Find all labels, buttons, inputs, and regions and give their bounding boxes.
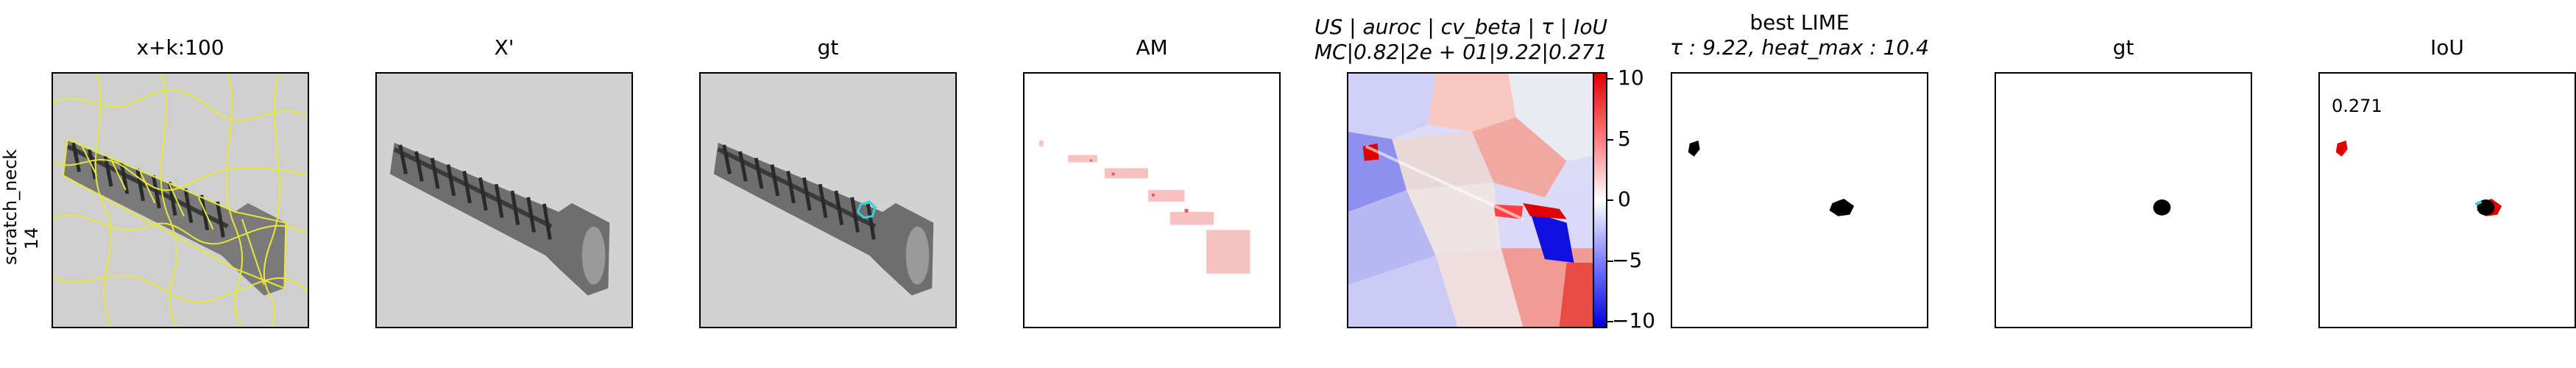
panel-title-7: gt bbox=[2112, 35, 2134, 60]
row-label-index: 14 bbox=[21, 227, 42, 250]
panel-title-2: X' bbox=[494, 35, 514, 60]
colorbar-tick-5: 5 bbox=[1618, 127, 1631, 151]
panel-title-1: x+k:100 bbox=[136, 35, 224, 60]
colorbar-tick-0: 0 bbox=[1618, 187, 1631, 211]
panel-title-6-line1: best LIME bbox=[1749, 10, 1850, 35]
panel-title-5-line2: MC|0.82|2e + 01|9.22|0.271 bbox=[1314, 40, 1608, 64]
panel-title-6-line2: τ : 9.22, heat_max : 10.4 bbox=[1670, 35, 1929, 60]
panel-gt-mask bbox=[1995, 72, 2252, 328]
panel-image-grayscale bbox=[375, 72, 633, 328]
panel-best-lime-mask bbox=[1671, 72, 1928, 328]
iou-value-label: 0.271 bbox=[2332, 96, 2382, 116]
superpixel-contours bbox=[53, 74, 308, 327]
colorbar-tick-mark bbox=[1607, 261, 1613, 262]
panel-title-4: AM bbox=[1136, 35, 1168, 60]
panel-ground-truth bbox=[699, 72, 957, 328]
panel-title-5-line1: US | auroc | cv_beta | τ | IoU bbox=[1314, 15, 1607, 39]
colorbar-tick-mark bbox=[1607, 139, 1613, 141]
panel-title-3: gt bbox=[817, 35, 839, 60]
row-label: scratch_neck 14 bbox=[0, 149, 43, 265]
colorbar-tick-10: 10 bbox=[1618, 66, 1644, 90]
colorbar-tick-neg5: −5 bbox=[1612, 248, 1643, 272]
panel-lime-heatmap bbox=[1347, 72, 1604, 328]
colorbar-tick-mark bbox=[1607, 78, 1613, 79]
colorbar-tick-mark bbox=[1607, 321, 1613, 322]
colorbar-tick-mark bbox=[1607, 199, 1613, 201]
colorbar bbox=[1593, 72, 1607, 328]
row-label-class: scratch_neck bbox=[0, 149, 21, 265]
panel-image-superpixels bbox=[52, 72, 309, 328]
gt-defect-outline bbox=[856, 200, 877, 219]
colorbar-tick-neg10: −10 bbox=[1612, 308, 1656, 333]
panel-iou-overlay: 0.271 bbox=[2318, 72, 2576, 328]
panel-anomaly-map bbox=[1023, 72, 1281, 328]
panel-title-8: IoU bbox=[2430, 35, 2464, 60]
